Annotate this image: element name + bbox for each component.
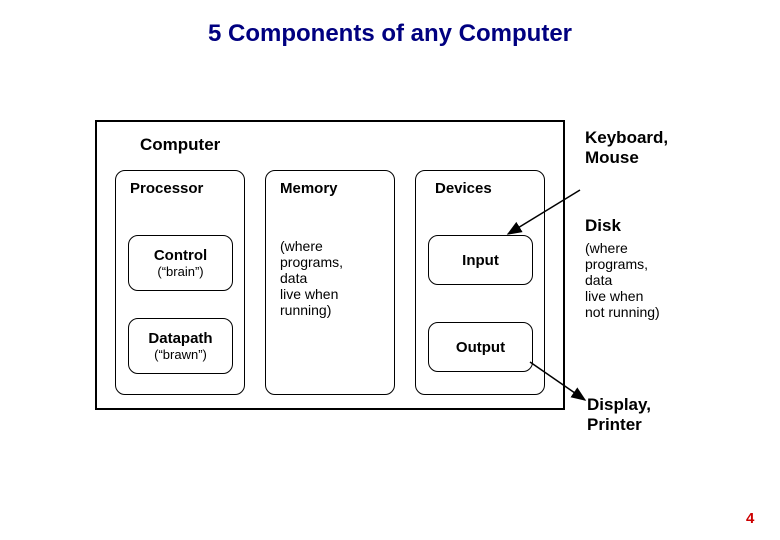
datapath-sub: (“brawn”) [154, 347, 207, 362]
display-annotation: Display,Printer [587, 395, 651, 435]
datapath-name: Datapath [148, 330, 212, 347]
control-name: Control [154, 247, 207, 264]
memory-label: Memory [280, 180, 338, 197]
input-label: Input [462, 252, 499, 269]
processor-label: Processor [130, 180, 203, 197]
devices-label: Devices [435, 180, 492, 197]
memory-desc: (whereprograms,datalive whenrunning) [280, 238, 343, 318]
control-box: Control (“brain”) [128, 235, 233, 291]
output-box: Output [428, 322, 533, 372]
page-number: 4 [746, 510, 754, 527]
input-box: Input [428, 235, 533, 285]
slide-title: 5 Components of any Computer [0, 20, 780, 48]
disk-heading: Disk [585, 216, 621, 236]
disk-desc: (whereprograms,datalive whennot running) [585, 240, 660, 320]
keyboard-annotation: Keyboard,Mouse [585, 128, 668, 168]
datapath-box: Datapath (“brawn”) [128, 318, 233, 374]
computer-label: Computer [140, 135, 220, 155]
control-sub: (“brain”) [157, 264, 203, 279]
output-label: Output [456, 339, 505, 356]
